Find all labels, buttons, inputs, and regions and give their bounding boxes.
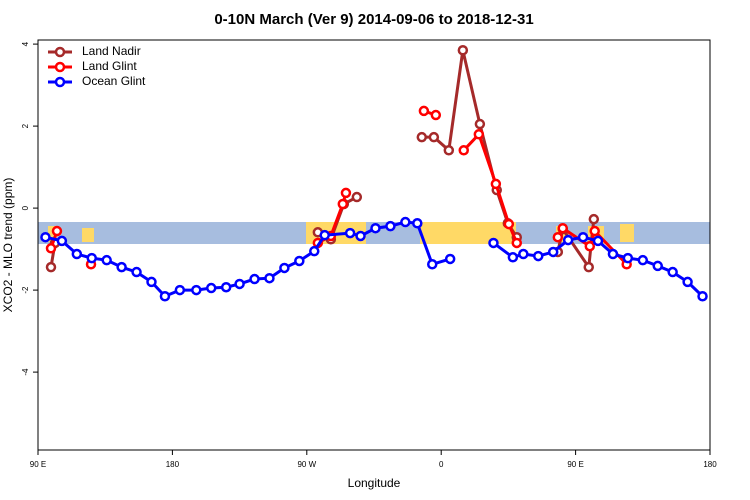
data-point bbox=[40, 231, 51, 243]
data-point bbox=[351, 191, 363, 203]
data-point bbox=[220, 281, 232, 293]
data-point bbox=[458, 145, 469, 156]
y-tick-label: -4 bbox=[21, 368, 30, 376]
data-point bbox=[116, 261, 127, 273]
data-point bbox=[234, 278, 245, 290]
x-tick-label: 0 bbox=[439, 460, 444, 469]
data-point bbox=[385, 220, 396, 232]
x-tick-label: 90 E bbox=[30, 460, 46, 469]
data-point bbox=[86, 252, 98, 264]
data-point bbox=[552, 231, 564, 243]
data-point bbox=[131, 266, 142, 278]
data-point bbox=[174, 284, 186, 296]
data-point bbox=[511, 237, 523, 249]
data-point bbox=[533, 250, 544, 262]
data-point bbox=[503, 218, 515, 230]
data-point bbox=[264, 272, 275, 284]
land-patch bbox=[48, 226, 56, 242]
data-point bbox=[607, 248, 619, 260]
y-axis-label: XCO2 - MLO trend (ppm) bbox=[1, 178, 15, 313]
data-point bbox=[51, 225, 63, 237]
land-patch bbox=[620, 224, 634, 242]
y-tick-label: 4 bbox=[21, 41, 30, 46]
data-point bbox=[294, 255, 305, 267]
data-point bbox=[430, 109, 442, 121]
data-point bbox=[412, 218, 423, 229]
data-point bbox=[507, 252, 519, 263]
data-point bbox=[45, 243, 57, 254]
x-axis-label: Longitude bbox=[348, 476, 401, 490]
data-point bbox=[547, 246, 559, 258]
data-point bbox=[355, 230, 366, 242]
data-point bbox=[697, 291, 708, 302]
data-point bbox=[473, 129, 485, 140]
data-point bbox=[370, 222, 381, 234]
data-point bbox=[249, 273, 260, 285]
land-patch bbox=[82, 228, 94, 242]
data-point bbox=[562, 234, 574, 246]
x-tick-label: 180 bbox=[703, 460, 717, 469]
data-point bbox=[71, 248, 83, 260]
data-point bbox=[416, 131, 428, 143]
data-point bbox=[159, 291, 171, 302]
data-point bbox=[652, 260, 663, 272]
data-point bbox=[279, 262, 290, 274]
data-point bbox=[444, 253, 456, 265]
data-point bbox=[518, 248, 529, 260]
y-tick-label: 0 bbox=[21, 205, 30, 210]
data-point bbox=[457, 45, 469, 56]
legend-marker bbox=[54, 46, 66, 58]
land-patch bbox=[420, 222, 516, 244]
data-point bbox=[443, 145, 455, 156]
data-point bbox=[340, 187, 352, 199]
data-point bbox=[584, 240, 596, 252]
data-point bbox=[667, 266, 678, 278]
data-point bbox=[583, 261, 594, 273]
legend-label: Land Glint bbox=[82, 59, 137, 73]
x-tick-label: 90 E bbox=[567, 460, 583, 469]
data-point bbox=[319, 229, 330, 241]
data-point bbox=[474, 118, 486, 130]
data-point bbox=[45, 261, 57, 273]
x-tick-label: 90 W bbox=[297, 460, 316, 469]
plot-frame bbox=[37, 39, 711, 451]
data-point bbox=[557, 222, 569, 234]
data-point bbox=[205, 282, 217, 294]
legend-marker bbox=[54, 76, 66, 88]
data-point bbox=[589, 225, 600, 237]
data-point bbox=[146, 276, 157, 288]
legend-marker bbox=[54, 61, 66, 73]
x-tick-label: 180 bbox=[166, 460, 180, 469]
data-point bbox=[488, 237, 499, 249]
data-point bbox=[191, 284, 202, 296]
data-point bbox=[426, 259, 438, 270]
chart-title: 0-10N March (Ver 9) 2014-09-06 to 2018-1… bbox=[214, 11, 533, 28]
data-point bbox=[344, 227, 356, 239]
legend-label: Ocean Glint bbox=[82, 74, 146, 88]
data-point bbox=[592, 235, 604, 247]
y-tick-label: -2 bbox=[21, 286, 30, 294]
data-point bbox=[490, 178, 502, 190]
data-point bbox=[588, 213, 600, 225]
data-point bbox=[637, 254, 649, 266]
data-point bbox=[337, 198, 349, 210]
data-point bbox=[400, 216, 411, 228]
data-point bbox=[56, 235, 68, 247]
data-point bbox=[418, 105, 430, 117]
data-point bbox=[577, 231, 589, 243]
data-point bbox=[682, 276, 693, 288]
data-point bbox=[428, 131, 440, 143]
data-point bbox=[101, 254, 112, 266]
data-point bbox=[622, 252, 634, 264]
legend-label: Land Nadir bbox=[82, 44, 141, 58]
y-tick-label: 2 bbox=[21, 123, 30, 128]
data-point bbox=[309, 245, 320, 257]
